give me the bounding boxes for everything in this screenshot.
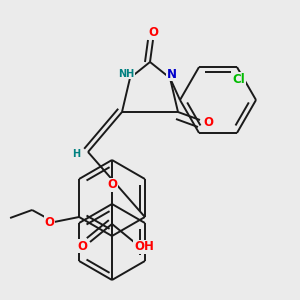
Text: OH: OH <box>134 241 154 254</box>
Text: O: O <box>148 26 158 38</box>
Text: H: H <box>72 149 80 159</box>
Text: N: N <box>167 68 177 80</box>
Text: NH: NH <box>118 69 134 79</box>
Text: Cl: Cl <box>232 73 245 85</box>
Text: O: O <box>107 178 117 191</box>
Text: O: O <box>203 116 213 130</box>
Text: O: O <box>44 215 54 229</box>
Text: O: O <box>77 239 87 253</box>
